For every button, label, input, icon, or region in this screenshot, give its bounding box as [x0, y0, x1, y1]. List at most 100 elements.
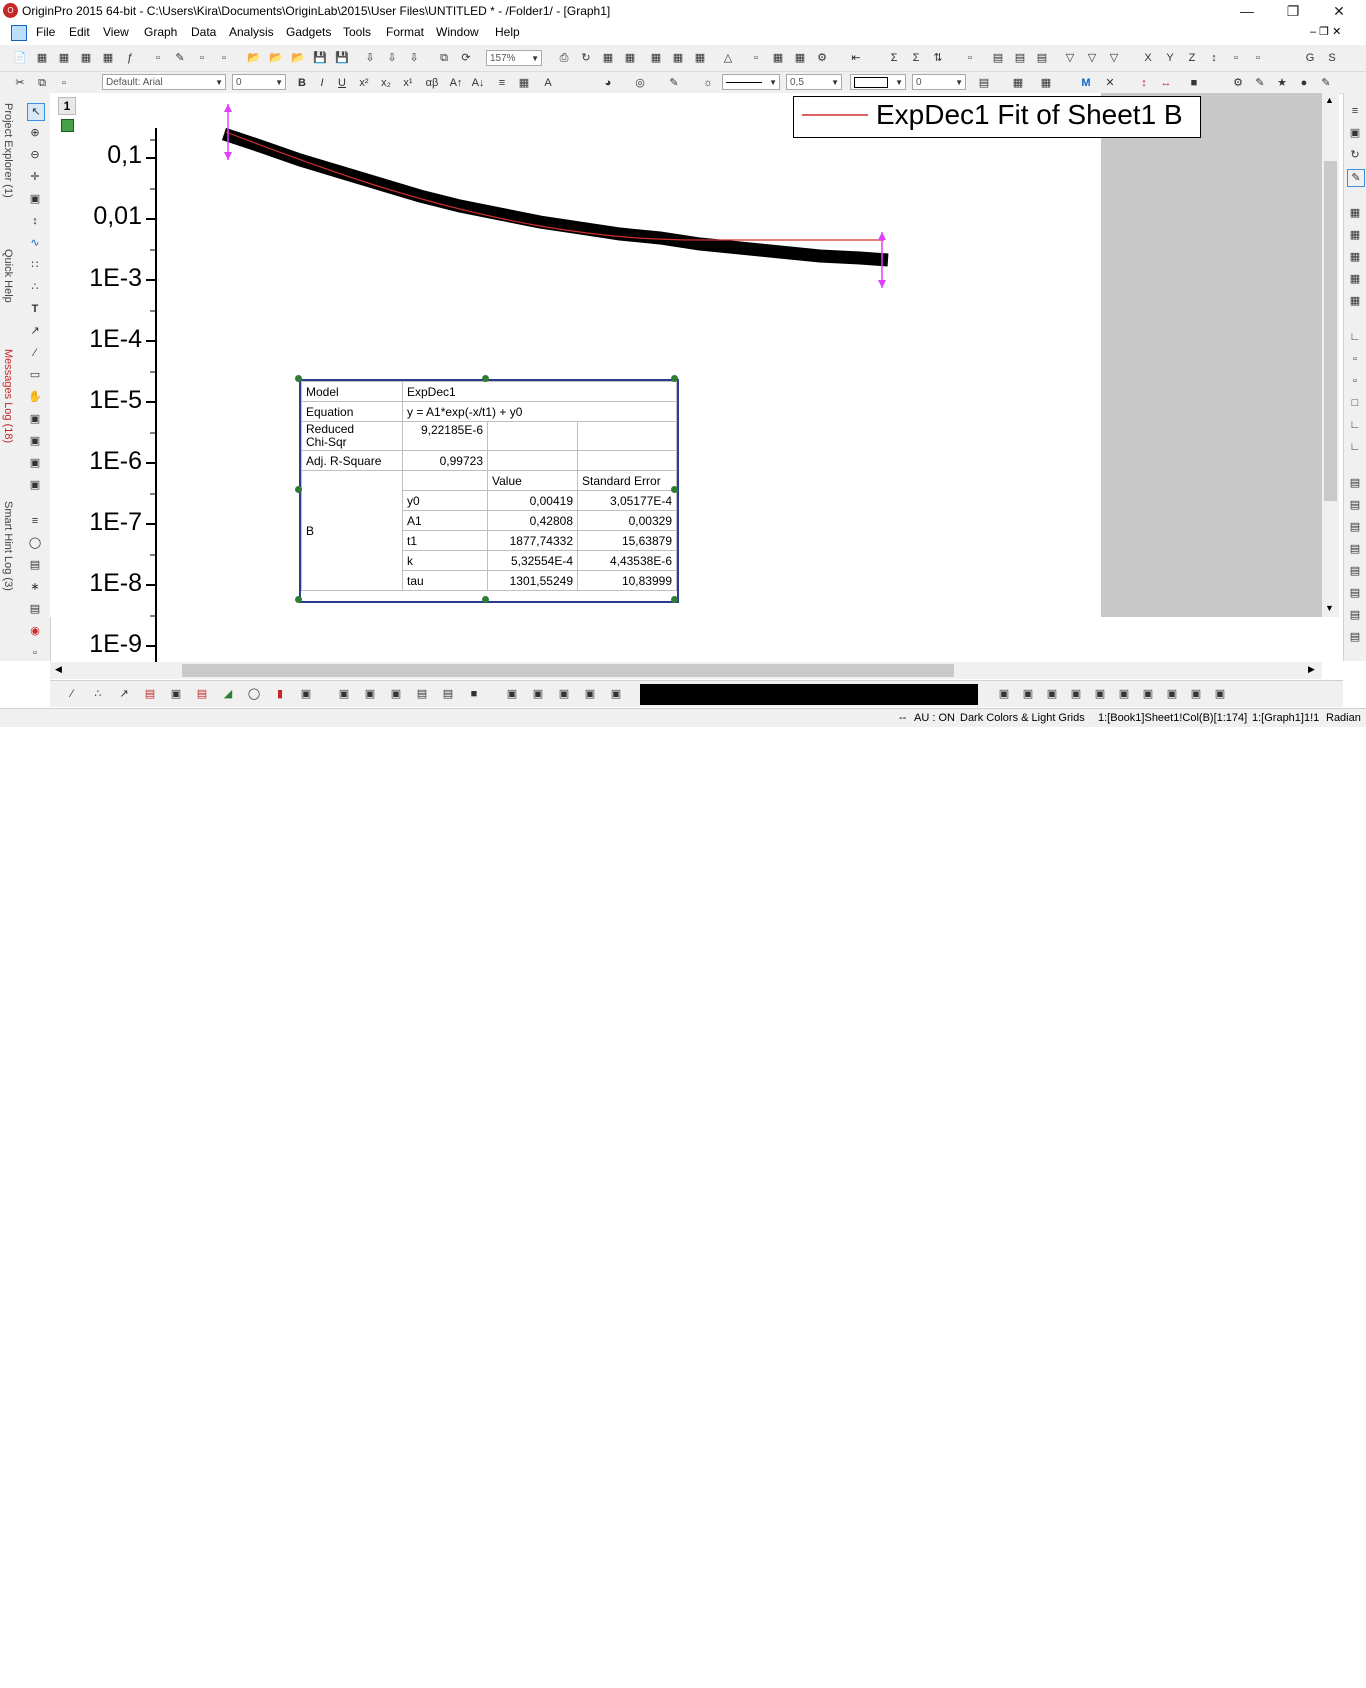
decrease-font-icon[interactable]: A↓	[471, 77, 485, 89]
pattern-icon[interactable]: ◎	[635, 77, 645, 89]
object-edit-icon[interactable]: ▣	[1022, 688, 1034, 700]
menu-tools[interactable]: Tools	[343, 25, 372, 39]
grid-toggle-icon[interactable]: ▣	[584, 688, 596, 700]
app-gadget-icon[interactable]: ⚙	[817, 52, 827, 64]
add-column-icon[interactable]: ⇤	[851, 52, 861, 64]
plot-error-icon[interactable]: ▤	[1036, 52, 1048, 64]
new-graph-icon[interactable]: ▦	[80, 52, 92, 64]
distribute-icon[interactable]: ▤	[1349, 609, 1361, 621]
filter-options-icon[interactable]: ▽	[1109, 52, 1119, 64]
draw-data-icon[interactable]: ∿	[30, 237, 40, 249]
polar-plot-icon[interactable]: ◯	[247, 688, 261, 700]
align-top-icon[interactable]: ▤	[1349, 477, 1361, 489]
lock-icon[interactable]	[61, 119, 74, 132]
open-excel-icon[interactable]: 📂	[291, 52, 305, 64]
project-explorer-icon[interactable]: ▦	[602, 52, 614, 64]
extract-worksheet-icon[interactable]: ▦	[1349, 295, 1361, 307]
vertical-scrollbar[interactable]: ▲ ▼	[1322, 93, 1339, 617]
stock-plot-icon[interactable]: ▮	[276, 688, 284, 700]
contour-icon[interactable]: ▤	[416, 688, 428, 700]
heatmap-icon[interactable]: ▤	[442, 688, 454, 700]
object-edit-icon[interactable]: ▣	[1166, 688, 1178, 700]
copy-icon[interactable]: ⧉	[38, 77, 46, 89]
box-plot-icon[interactable]: ▤	[196, 688, 208, 700]
menu-file[interactable]: File	[36, 25, 56, 39]
barcode-icon[interactable]: ▤	[29, 603, 41, 615]
group-g-icon[interactable]: G	[1305, 52, 1315, 64]
merge-icon[interactable]: M	[1081, 77, 1091, 89]
eraser-icon[interactable]: ▣	[29, 479, 41, 491]
new-template-icon[interactable]: ▫	[200, 52, 204, 64]
zoom-region-icon[interactable]: ▣	[532, 688, 544, 700]
tab-quick-help[interactable]: Quick Help	[2, 249, 14, 303]
set-label-icon[interactable]: ▫	[1234, 52, 1238, 64]
paste-icon[interactable]: ▫	[62, 77, 66, 89]
text-tool-icon[interactable]: T	[31, 303, 39, 315]
new-layout-icon[interactable]: ▫	[156, 52, 160, 64]
add-text-icon[interactable]: ▫	[754, 52, 758, 64]
enlarge-icon[interactable]: ▣	[558, 688, 570, 700]
rectangle-tool-icon[interactable]: ▭	[29, 369, 41, 381]
align-left-icon[interactable]: ▤	[1349, 543, 1361, 555]
resize-handle[interactable]	[295, 375, 302, 382]
plot-column-icon[interactable]: ▤	[992, 52, 1004, 64]
data-selector-icon[interactable]: ↕	[32, 215, 38, 227]
open-icon[interactable]: 📂	[247, 52, 261, 64]
list-icon[interactable]: ▤	[29, 559, 41, 571]
set-error-icon[interactable]: ↕	[1211, 52, 1217, 64]
import-wizard-icon[interactable]: ⇩	[409, 52, 419, 64]
region-icon[interactable]: ∴	[31, 281, 39, 293]
add-layer-icon[interactable]: ▦	[1349, 207, 1361, 219]
grid-lines-icon[interactable]: ▦	[1012, 77, 1024, 89]
fill-color-icon[interactable]: ◕	[604, 77, 612, 89]
recalculate-icon[interactable]: ⟳	[461, 52, 471, 64]
circle-icon[interactable]: ◯	[28, 537, 42, 549]
brightness-icon[interactable]: ☼	[702, 77, 714, 89]
close-button[interactable]: ✕	[1333, 3, 1345, 19]
table-border-icon[interactable]: ▦	[1040, 77, 1052, 89]
fit-icon[interactable]: ↔	[1160, 77, 1172, 89]
3d-bar-icon[interactable]: ▣	[364, 688, 376, 700]
arrow-tool-icon[interactable]: ↗	[30, 325, 40, 337]
fit-results-table[interactable]: Model ExpDec1 Equation y = A1*exp(-x/t1)…	[299, 379, 679, 603]
bottom-axis-icon[interactable]: ∟	[1349, 331, 1361, 343]
font-name-combo[interactable]: Default: Arial ▼	[102, 74, 226, 90]
scroll-down-icon[interactable]: ▼	[1325, 603, 1334, 613]
group-icon[interactable]: ▤	[1349, 631, 1361, 643]
object-edit-icon[interactable]: ▣	[1190, 688, 1202, 700]
new-function-icon[interactable]: ƒ	[126, 52, 134, 64]
arrange-layers-icon[interactable]: ▦	[1349, 251, 1361, 263]
zoom-combo[interactable]: 157% ▼	[486, 50, 542, 66]
save-icon[interactable]: 💾	[313, 52, 327, 64]
scale-icon[interactable]: ▣	[29, 457, 41, 469]
color-icon[interactable]: ●	[1300, 77, 1308, 89]
menu-help[interactable]: Help	[495, 25, 520, 39]
resize-handle[interactable]	[295, 596, 302, 603]
object-edit-icon[interactable]: ▣	[1142, 688, 1154, 700]
document-icon[interactable]	[11, 25, 27, 41]
statistics-icon[interactable]: Σ	[890, 52, 898, 64]
object-edit-icon[interactable]: ▣	[1070, 688, 1082, 700]
font-color-icon[interactable]: A	[544, 77, 552, 89]
bug-icon[interactable]: ◉	[30, 625, 40, 637]
font-size-combo[interactable]: 0 ▼	[232, 74, 286, 90]
tab-project-explorer[interactable]: Project Explorer (1)	[2, 103, 14, 198]
border-style-combo[interactable]: ▼	[850, 74, 906, 90]
menu-analysis[interactable]: Analysis	[229, 25, 274, 39]
bold-icon[interactable]: B	[298, 77, 306, 89]
new-worksheet-icon[interactable]: ▦	[36, 52, 48, 64]
code-builder-icon[interactable]: ▦	[672, 52, 684, 64]
scatter-plot-icon[interactable]: ∴	[94, 688, 102, 700]
object-edit-icon[interactable]: ▣	[1094, 688, 1106, 700]
minimize-button[interactable]: —	[1240, 3, 1254, 19]
new-project-icon[interactable]: 📄	[13, 52, 27, 64]
duplicate-icon[interactable]: ⧉	[440, 52, 448, 64]
hierarchy-icon[interactable]: △	[723, 52, 733, 64]
menu-window[interactable]: Window	[436, 25, 479, 39]
subscript-icon[interactable]: x₂	[381, 77, 391, 89]
menu-view[interactable]: View	[103, 25, 129, 39]
plot-canvas[interactable]	[0, 0, 1366, 700]
align-bottom-icon[interactable]: ▤	[1349, 521, 1361, 533]
resize-handle[interactable]	[671, 596, 678, 603]
scroll-left-icon[interactable]: ◀	[55, 664, 62, 674]
